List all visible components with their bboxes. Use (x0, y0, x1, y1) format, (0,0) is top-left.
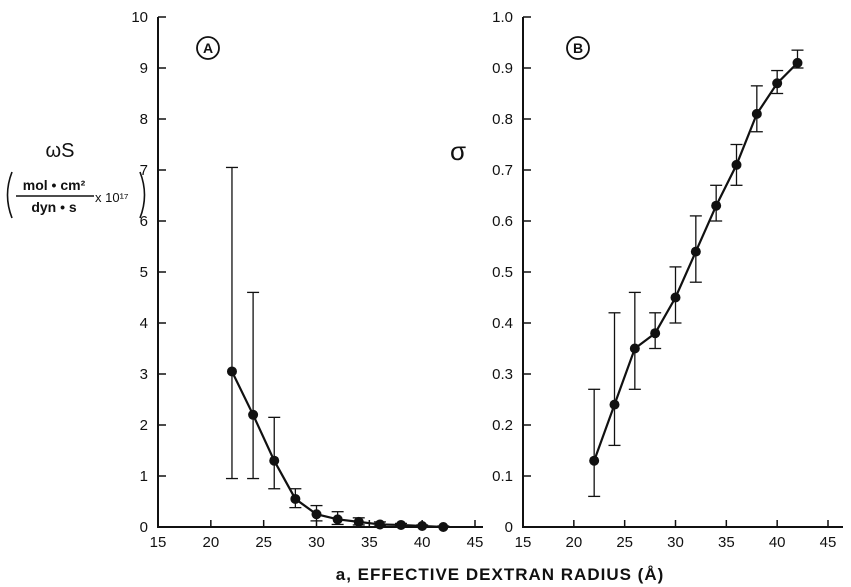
panel-a-data-point (269, 455, 280, 466)
panel-b-data-point (772, 78, 783, 89)
panel-b-ticks: 15 20 25 30 35 40 45 0 0.1 0.2 0.3 0.4 0.5 0.6 0.7 0.8 0… (492, 9, 836, 551)
panel-b-data-point (670, 292, 681, 303)
panel-a-ylabel-denominator: dyn • s (31, 199, 77, 215)
panel-b-x-tick-label: 15 (515, 534, 532, 551)
panel-b-data-point (792, 57, 803, 68)
panel-a-y-tick-label: 1 (140, 468, 148, 485)
panel-b-y-tick-label: 0.5 (492, 264, 513, 281)
panel-a-badge-circle (196, 36, 220, 60)
panel-b-x-tick-label: 25 (616, 534, 633, 551)
panel-b-data-point (629, 343, 640, 354)
panel-a-badge-label: A (203, 40, 213, 56)
panel-a-y-tick-label: 4 (140, 315, 148, 332)
panel-b-badge-circle (566, 36, 590, 60)
panel-a-y-tick-label: 3 (140, 366, 148, 383)
panel-b-y-tick-label: 0.7 (492, 162, 513, 179)
panel-a-data-point (332, 514, 343, 525)
panel-a-y-tick-label: 0 (140, 519, 148, 536)
panel-a-data-point (226, 366, 237, 377)
panel-a-data-point (248, 409, 259, 420)
panel-b-data-point (589, 455, 600, 466)
panel-b-data-point (609, 399, 620, 410)
panel-b-y-tick-label: 0.4 (492, 315, 513, 332)
panel-a-y-tick-label: 6 (140, 213, 148, 230)
panel-b-error-bars (588, 49, 804, 498)
panel-a-ylabel-factor: x 10¹⁷ (95, 190, 129, 205)
panel-a-error-bars (225, 166, 450, 528)
panel-b-x-tick-label: 20 (565, 534, 582, 551)
panel-b-data-point (731, 159, 742, 170)
panel-a-x-tick-label: 20 (202, 534, 219, 551)
panel-b-axes (522, 17, 843, 528)
panel-a-ylabel: ωS mol • cm² dyn • s x 10¹⁷ (6, 140, 146, 219)
panel-a-ylabel-right-paren (139, 171, 146, 219)
panel-a-x-tick-label: 40 (414, 534, 431, 551)
panel-a-y-tick-label: 10 (131, 9, 148, 26)
panel-a-x-tick-label: 30 (308, 534, 325, 551)
panel-a-x-tick-label: 25 (255, 534, 272, 551)
panel-b-y-tick-label: 0.9 (492, 60, 513, 77)
panel-a-series-line (230, 370, 444, 529)
panel-b-y-tick-label: 0.6 (492, 213, 513, 230)
panel-a-y-tick-label: 7 (140, 162, 148, 179)
panel-b-data-point (690, 246, 701, 257)
panel-b-data-point (751, 108, 762, 119)
panel-b-y-tick-label: 1.0 (492, 9, 513, 26)
panel-b-y-tick-label: 0.3 (492, 366, 513, 383)
panel-a-y-tick-label: 9 (140, 60, 148, 77)
panel-a-x-tick-label: 15 (150, 534, 167, 551)
panel-a-data-point (396, 519, 407, 530)
panel-a-axes (157, 17, 483, 528)
panel-a-y-tick-label: 2 (140, 417, 148, 434)
panel-a-data-point (417, 520, 428, 531)
panel-b-y-tick-label: 0.8 (492, 111, 513, 128)
panel-a-x-tick-label: 35 (361, 534, 378, 551)
panel-b-x-tick-label: 35 (718, 534, 735, 551)
panel-a-data-point (311, 509, 322, 520)
panel-b-x-tick-label: 30 (667, 534, 684, 551)
panel-b-ylabel: σ (450, 136, 466, 166)
panel-b-y-tick-label: 0 (505, 519, 513, 536)
panel-a-y-tick-label: 8 (140, 111, 148, 128)
panel-b-points (589, 57, 803, 466)
panel-b-x-tick-label: 40 (769, 534, 786, 551)
panel-a-data-point (353, 516, 364, 527)
panel-a-x-tick-label: 45 (467, 534, 484, 551)
panel-b-data-point (650, 328, 661, 339)
panel-a-ylabel-numerator: mol • cm² (23, 177, 86, 193)
panel-a-data-point (290, 493, 301, 504)
shared-x-axis-label: a, EFFECTIVE DEXTRAN RADIUS (Å) (336, 565, 665, 584)
panel-b-plot: 15 20 25 30 35 40 45 0 0.1 0.2 0.3 0.4 0.5 0.6 0.7 0.8 0… (492, 9, 843, 551)
panel-a-y-tick-label: 5 (140, 264, 148, 281)
panel-b-data-point (711, 200, 722, 211)
panel-b-badge-label: B (573, 40, 583, 56)
panel-b-x-tick-label: 45 (820, 534, 837, 551)
panel-b-y-tick-label: 0.2 (492, 417, 513, 434)
panel-a-points (226, 366, 449, 532)
panel-a-ylabel-left-paren (6, 171, 13, 219)
panel-a-ylabel-main: ωS (46, 140, 75, 162)
panel-b-y-tick-label: 0.1 (492, 468, 513, 485)
